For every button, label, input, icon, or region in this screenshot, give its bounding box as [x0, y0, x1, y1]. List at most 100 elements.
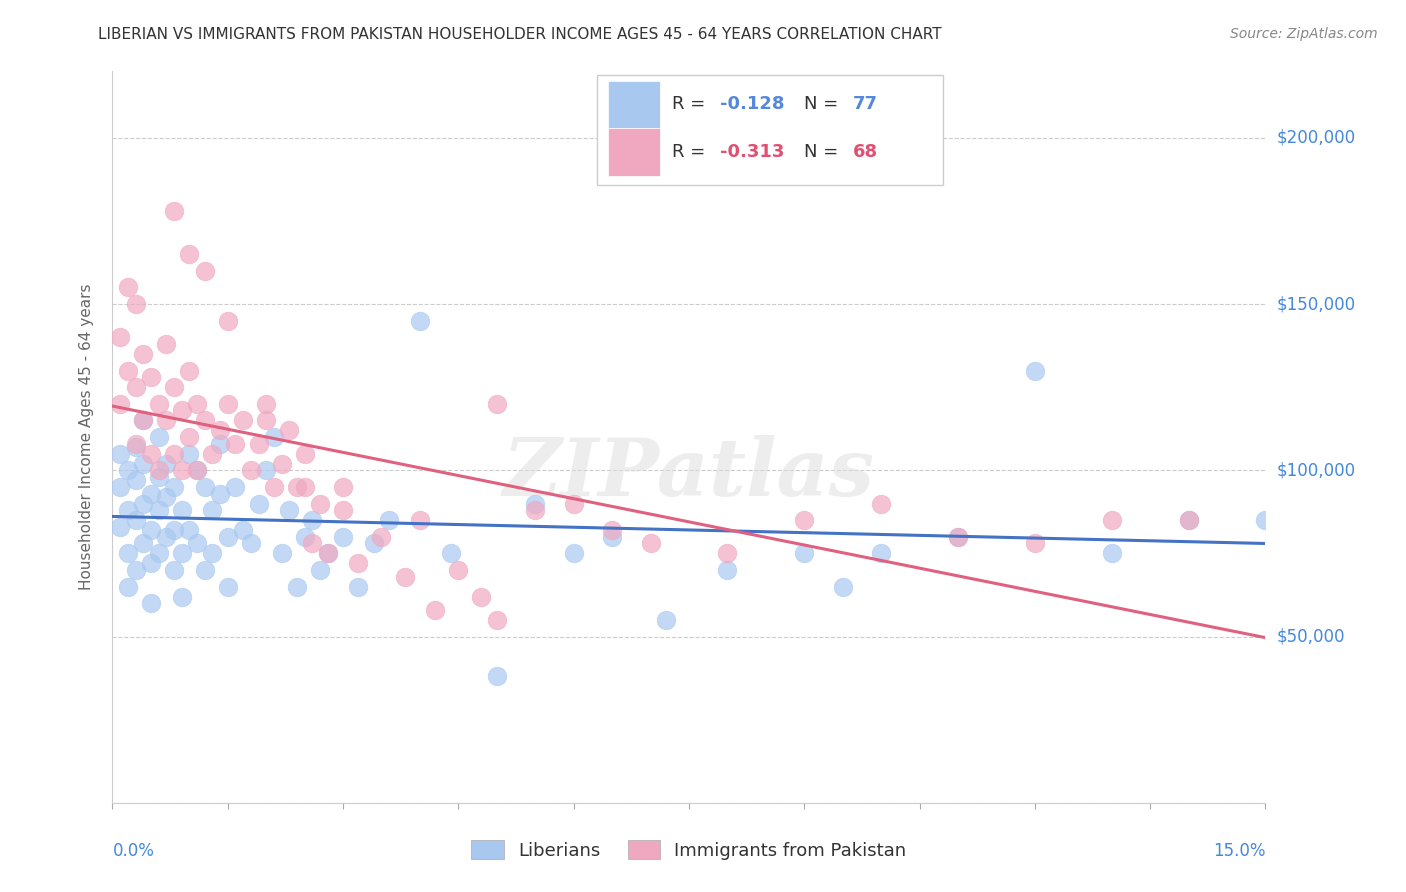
- Point: [1254, 513, 1277, 527]
- Point: [316, 546, 339, 560]
- Point: [294, 480, 316, 494]
- Point: [425, 603, 447, 617]
- Point: [263, 430, 285, 444]
- Point: [132, 413, 155, 427]
- Point: [155, 530, 177, 544]
- Point: [655, 613, 678, 627]
- Point: [1024, 536, 1046, 550]
- Text: N =: N =: [804, 143, 844, 161]
- Point: [263, 480, 285, 494]
- Point: [124, 563, 146, 577]
- Point: [716, 563, 738, 577]
- Point: [179, 363, 201, 377]
- Point: [132, 497, 155, 511]
- Point: [347, 580, 370, 594]
- Point: [294, 530, 316, 544]
- Point: [285, 480, 308, 494]
- Point: [716, 546, 738, 560]
- Point: [793, 546, 815, 560]
- Point: [278, 503, 301, 517]
- Point: [440, 546, 463, 560]
- Point: [194, 264, 217, 278]
- Point: [870, 546, 893, 560]
- Point: [332, 530, 354, 544]
- Point: [108, 480, 131, 494]
- Point: [108, 520, 131, 534]
- Point: [148, 430, 170, 444]
- Point: [485, 613, 508, 627]
- Point: [378, 513, 401, 527]
- Point: [294, 447, 316, 461]
- Point: [201, 546, 224, 560]
- Point: [254, 463, 277, 477]
- Point: [148, 546, 170, 560]
- Point: [232, 413, 254, 427]
- Point: [155, 413, 177, 427]
- Point: [332, 480, 354, 494]
- Point: [194, 480, 217, 494]
- Point: [155, 490, 177, 504]
- Point: [148, 503, 170, 517]
- Point: [316, 546, 339, 560]
- Point: [132, 347, 155, 361]
- Point: [124, 513, 146, 527]
- Point: [217, 530, 239, 544]
- FancyBboxPatch shape: [609, 80, 661, 128]
- Point: [163, 523, 186, 537]
- Point: [217, 580, 239, 594]
- Point: [363, 536, 385, 550]
- Point: [239, 536, 262, 550]
- Point: [209, 486, 232, 500]
- Point: [108, 330, 131, 344]
- Point: [1177, 513, 1199, 527]
- Point: [108, 397, 131, 411]
- Point: [946, 530, 969, 544]
- Point: [301, 536, 323, 550]
- Text: 0.0%: 0.0%: [112, 842, 155, 860]
- Text: $150,000: $150,000: [1277, 295, 1355, 313]
- Point: [447, 563, 470, 577]
- Point: [139, 486, 162, 500]
- Point: [186, 397, 208, 411]
- Point: [170, 403, 193, 417]
- Point: [301, 513, 323, 527]
- Point: [186, 536, 208, 550]
- Point: [124, 297, 146, 311]
- Text: 68: 68: [852, 143, 877, 161]
- Point: [946, 530, 969, 544]
- Point: [600, 530, 623, 544]
- Point: [139, 557, 162, 571]
- Text: 77: 77: [852, 95, 877, 113]
- Point: [201, 447, 224, 461]
- Text: R =: R =: [672, 143, 710, 161]
- Point: [179, 430, 201, 444]
- Point: [117, 280, 139, 294]
- Point: [179, 523, 201, 537]
- Point: [524, 503, 547, 517]
- Point: [409, 314, 432, 328]
- Point: [239, 463, 262, 477]
- Point: [108, 447, 131, 461]
- Point: [155, 457, 177, 471]
- Point: [163, 480, 186, 494]
- Point: [139, 523, 162, 537]
- Point: [1177, 513, 1199, 527]
- Point: [124, 473, 146, 487]
- Point: [470, 590, 492, 604]
- Point: [562, 497, 585, 511]
- Point: [394, 570, 416, 584]
- Text: -0.128: -0.128: [720, 95, 785, 113]
- Text: $50,000: $50,000: [1277, 628, 1346, 646]
- Text: ZIPatlas: ZIPatlas: [503, 435, 875, 512]
- Point: [409, 513, 432, 527]
- Text: $100,000: $100,000: [1277, 461, 1355, 479]
- Point: [232, 523, 254, 537]
- Point: [117, 463, 139, 477]
- Point: [179, 247, 201, 261]
- Point: [186, 463, 208, 477]
- Point: [209, 424, 232, 438]
- Point: [170, 463, 193, 477]
- Point: [562, 546, 585, 560]
- Point: [170, 590, 193, 604]
- Point: [309, 497, 332, 511]
